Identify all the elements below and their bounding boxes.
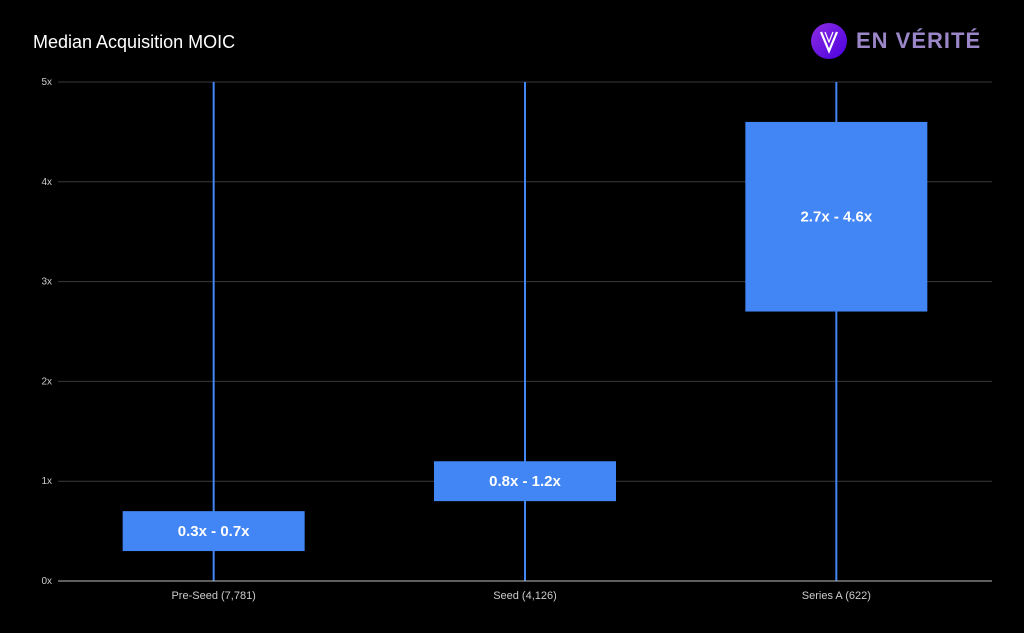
- logo-v-icon: [811, 23, 847, 59]
- logo-text: EN VÉRITÉ: [856, 28, 982, 53]
- range-label: 0.3x - 0.7x: [178, 523, 250, 540]
- chart-title: Median Acquisition MOIC: [33, 32, 236, 52]
- range-boxes: 0.3x - 0.7x 0.8x - 1.2x 2.7x - 4.6x: [122, 121, 928, 552]
- brand-logo: EN VÉRITÉ: [810, 22, 981, 60]
- x-category-label: Seed (4,126): [493, 590, 557, 602]
- y-tick-label: 3x: [41, 277, 52, 288]
- range-label: 0.8x - 1.2x: [489, 473, 561, 490]
- range-label: 2.7x - 4.6x: [800, 209, 872, 226]
- y-axis-ticks: 0x 1x 2x 3x 4x 5x: [41, 77, 52, 587]
- range-box: [434, 461, 616, 502]
- y-tick-label: 1x: [41, 476, 52, 487]
- y-tick-label: 0x: [41, 576, 52, 587]
- range-box: [745, 121, 928, 312]
- y-tick-label: 2x: [41, 376, 52, 387]
- y-tick-label: 5x: [41, 77, 52, 88]
- range-box: [122, 511, 305, 552]
- x-axis-labels: Pre-Seed (7,781) Seed (4,126) Series A (62…: [171, 590, 870, 602]
- x-category-label: Pre-Seed (7,781): [171, 590, 255, 602]
- y-tick-label: 4x: [41, 177, 52, 188]
- whiskers: [212, 82, 838, 581]
- x-category-label: Series A (622): [802, 590, 871, 602]
